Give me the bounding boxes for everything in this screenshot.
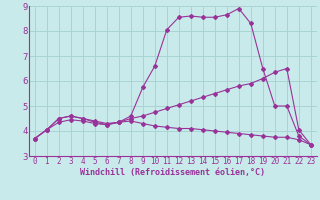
X-axis label: Windchill (Refroidissement éolien,°C): Windchill (Refroidissement éolien,°C) <box>80 168 265 177</box>
